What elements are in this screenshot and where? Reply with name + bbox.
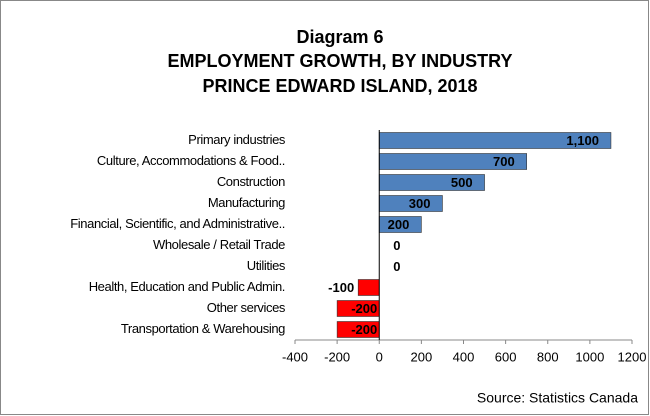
y-tick-label: Health, Education and Public Admin. — [89, 279, 285, 294]
y-tick-label: Financial, Scientific, and Administrativ… — [70, 216, 285, 231]
x-tick-label: -200 — [324, 349, 350, 364]
value-label: -200 — [351, 301, 377, 316]
x-tick-label: 1000 — [575, 349, 604, 364]
value-label: 200 — [388, 217, 410, 232]
value-label: 1,100 — [566, 133, 599, 148]
x-tick-label: 800 — [537, 349, 559, 364]
value-label: -100 — [328, 280, 354, 295]
x-tick-label: 200 — [411, 349, 433, 364]
bar — [357, 279, 380, 296]
source-note: Source: Statistics Canada — [477, 390, 638, 406]
y-tick-label: Transportation & Warehousing — [121, 321, 285, 336]
y-tick-label: Culture, Accommodations & Food.. — [97, 153, 285, 168]
value-label: 0 — [393, 238, 400, 253]
x-tick-label: 400 — [453, 349, 475, 364]
x-tick-label: 1200 — [618, 349, 647, 364]
y-tick-label: Wholesale / Retail Trade — [153, 237, 285, 252]
value-label: 300 — [409, 196, 431, 211]
y-tick-label: Manufacturing — [208, 195, 285, 210]
value-label: 500 — [451, 175, 473, 190]
value-label: 700 — [493, 154, 515, 169]
y-tick-label: Construction — [217, 174, 285, 189]
y-tick-label: Other services — [207, 300, 286, 315]
x-tick-label: -400 — [282, 349, 308, 364]
x-tick-label: 600 — [495, 349, 517, 364]
chart-title: EMPLOYMENT GROWTH, BY INDUSTRY — [167, 51, 512, 71]
chart-title: Diagram 6 — [296, 27, 383, 47]
value-label: 0 — [393, 259, 400, 274]
chart-title: PRINCE EDWARD ISLAND, 2018 — [202, 76, 477, 96]
y-tick-label: Primary industries — [188, 132, 286, 147]
y-tick-label: Utilities — [247, 258, 286, 273]
value-label: -200 — [351, 322, 377, 337]
x-tick-label: 0 — [376, 349, 383, 364]
